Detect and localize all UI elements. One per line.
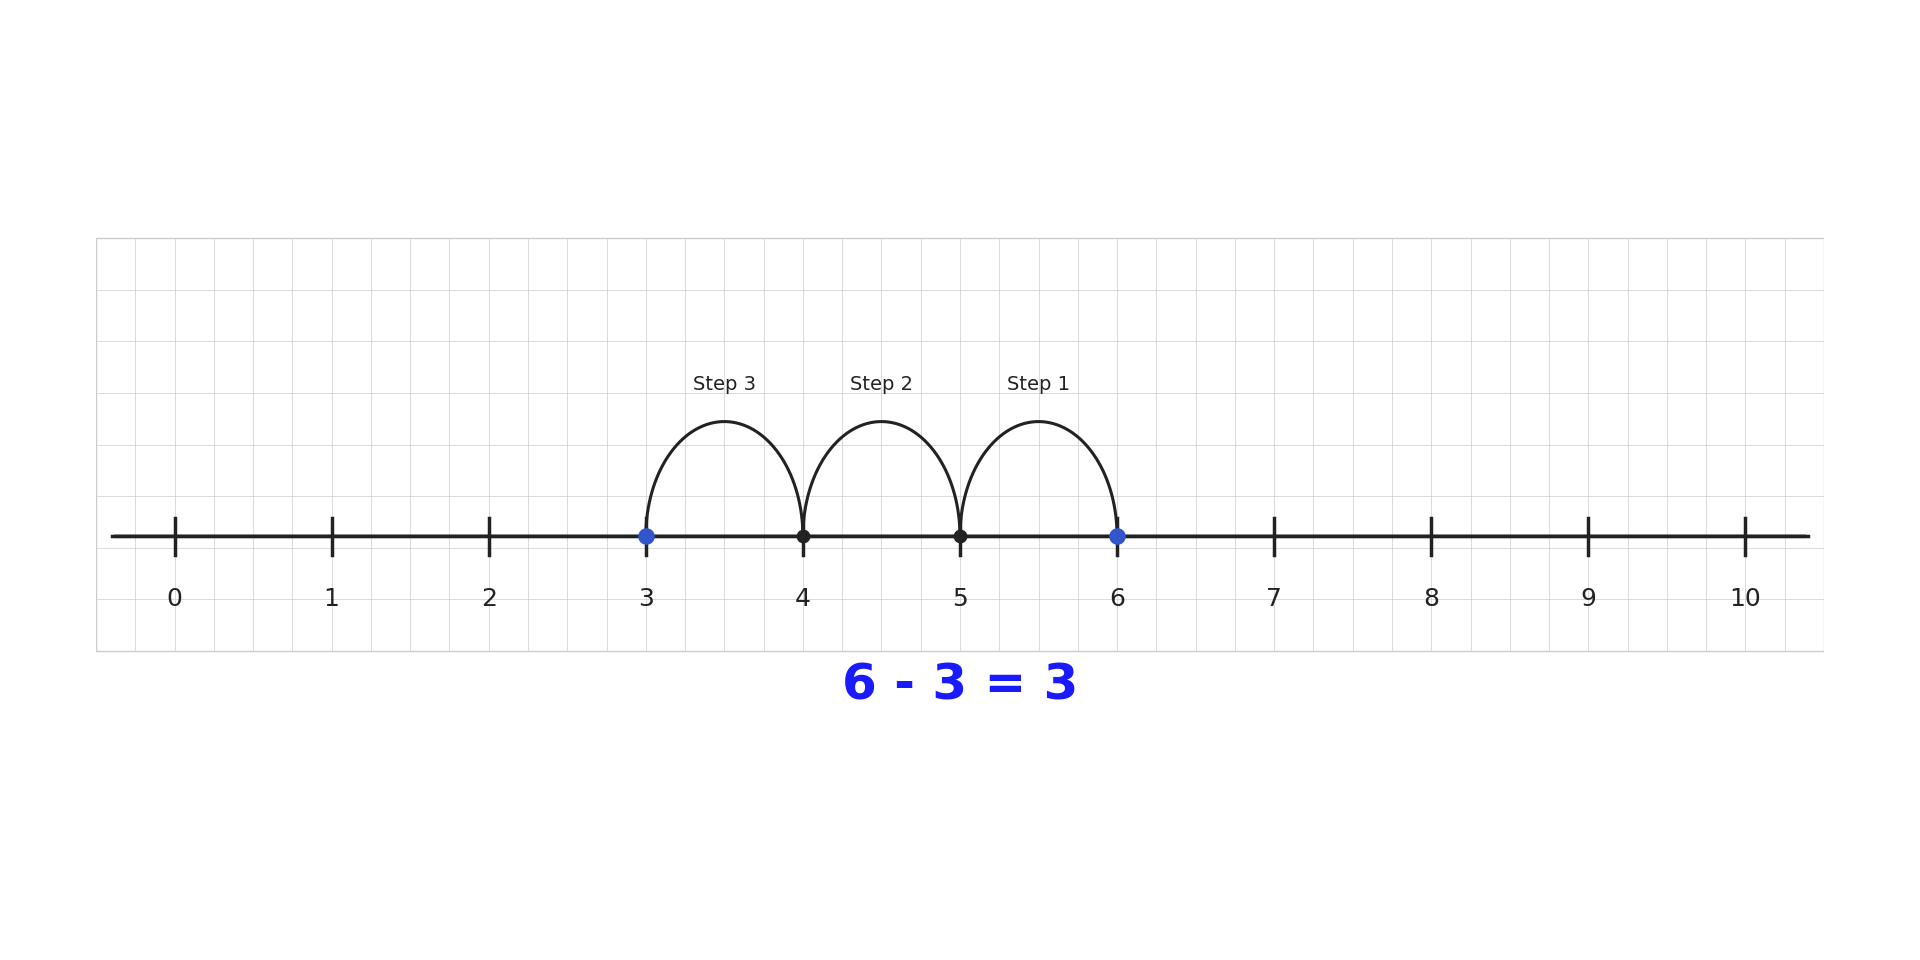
Text: SOM: SOM (65, 115, 117, 134)
Text: 7: 7 (1267, 587, 1283, 611)
Text: 10: 10 (1730, 587, 1761, 611)
Text: 6 - 3 = 3: 6 - 3 = 3 (841, 661, 1079, 709)
Text: 6: 6 (1110, 587, 1125, 611)
Text: 9: 9 (1580, 587, 1596, 611)
Point (1102, 529, 1133, 544)
Text: 0: 0 (167, 587, 182, 611)
Point (945, 529, 975, 544)
Text: 5: 5 (952, 587, 968, 611)
Text: STORY OF
MATHEMATICS: STORY OF MATHEMATICS (71, 157, 111, 169)
Text: 3: 3 (637, 587, 653, 611)
Text: 4: 4 (795, 587, 810, 611)
Text: Step 3: Step 3 (693, 375, 756, 394)
Text: 8: 8 (1423, 587, 1440, 611)
Text: 1: 1 (324, 587, 340, 611)
Point (787, 529, 818, 544)
Text: Step 1: Step 1 (1008, 375, 1069, 394)
Text: 2: 2 (480, 587, 497, 611)
Point (630, 529, 660, 544)
Bar (96, 238, 1824, 651)
Text: Step 2: Step 2 (851, 375, 912, 394)
